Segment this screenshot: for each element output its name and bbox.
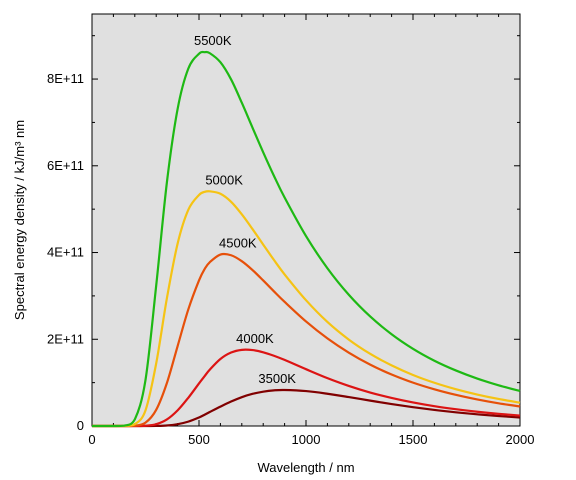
y-axis-title: Spectral energy density / kJ/m³ nm — [12, 120, 27, 320]
x-tick-label: 2000 — [506, 432, 535, 447]
y-tick-label: 0 — [77, 418, 84, 433]
curve-labels: 3500K 4000K 4500K 5000K 5500K — [194, 33, 296, 386]
curve-label-4500k: 4500K — [219, 236, 257, 251]
y-tick-label: 6E+11 — [47, 158, 84, 173]
x-tick-label: 0 — [88, 432, 95, 447]
x-axis: 0 500 1000 1500 2000 — [88, 14, 534, 447]
curve-5500k — [92, 50, 521, 428]
curve-4000k — [92, 348, 521, 428]
curve-label-3500k: 3500K — [258, 371, 296, 386]
y-tick-label: 4E+11 — [47, 245, 84, 260]
x-tick-label: 1000 — [292, 432, 321, 447]
curve-label-4000k: 4000K — [236, 331, 274, 346]
x-tick-label: 500 — [188, 432, 210, 447]
y-tick-label: 2E+11 — [47, 331, 84, 346]
curve-label-5000k: 5000K — [205, 172, 243, 187]
curve-4500k — [92, 252, 521, 428]
x-tick-label: 1500 — [399, 432, 428, 447]
y-axis: 0 2E+11 4E+11 6E+11 8E+11 — [47, 35, 520, 433]
curve-label-5500k: 5500K — [194, 33, 232, 48]
x-axis-title: Wavelength / nm — [257, 460, 354, 475]
curve-5000k — [92, 190, 521, 428]
curves — [92, 50, 521, 428]
curve-3500k — [92, 388, 521, 428]
y-tick-label: 8E+11 — [47, 71, 84, 86]
